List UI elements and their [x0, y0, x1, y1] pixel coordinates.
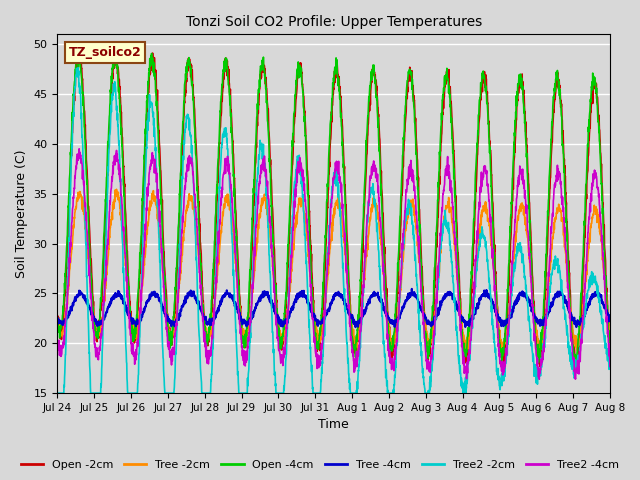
Tree -2cm: [606, 325, 614, 331]
Open -4cm: [208, 297, 216, 302]
Tree -2cm: [350, 334, 358, 340]
Open -4cm: [572, 360, 580, 366]
Line: Tree2 -4cm: Tree2 -4cm: [58, 149, 610, 379]
Open -4cm: [573, 353, 580, 359]
Line: Open -2cm: Open -2cm: [58, 48, 610, 367]
Open -4cm: [606, 348, 614, 354]
Open -2cm: [495, 316, 502, 322]
Tree -4cm: [207, 321, 215, 326]
Open -2cm: [350, 350, 358, 356]
Open -4cm: [557, 111, 565, 117]
Tree -2cm: [54, 315, 61, 321]
Tree2 -4cm: [557, 195, 565, 201]
Tree2 -4cm: [208, 339, 216, 345]
Open -4cm: [350, 346, 358, 352]
Line: Tree -4cm: Tree -4cm: [58, 289, 610, 327]
Tree2 -4cm: [350, 359, 358, 364]
Tree -4cm: [349, 316, 357, 322]
Tree2 -2cm: [74, 65, 82, 71]
Tree -4cm: [557, 292, 565, 298]
Open -4cm: [54, 315, 61, 321]
Open -2cm: [208, 305, 216, 311]
Tree2 -4cm: [606, 364, 614, 370]
Tree2 -2cm: [557, 288, 565, 294]
Open -4cm: [362, 151, 369, 157]
Open -2cm: [362, 175, 369, 180]
Line: Tree -2cm: Tree -2cm: [58, 189, 610, 352]
Open -2cm: [536, 364, 544, 370]
Tree -4cm: [362, 305, 369, 311]
Title: Tonzi Soil CO2 Profile: Upper Temperatures: Tonzi Soil CO2 Profile: Upper Temperatur…: [186, 15, 482, 29]
Tree2 -2cm: [350, 390, 358, 396]
Tree -2cm: [362, 260, 369, 266]
Tree -4cm: [408, 286, 415, 292]
Text: TZ_soilco2: TZ_soilco2: [68, 46, 141, 59]
Tree -4cm: [573, 321, 580, 326]
Tree -2cm: [113, 186, 120, 192]
Tree -2cm: [536, 349, 544, 355]
Tree2 -2cm: [362, 242, 369, 248]
Tree2 -2cm: [606, 356, 614, 361]
Tree -4cm: [495, 316, 502, 322]
Line: Open -4cm: Open -4cm: [58, 51, 610, 363]
Tree -2cm: [557, 218, 565, 224]
Tree -2cm: [573, 346, 580, 352]
Tree2 -2cm: [54, 390, 61, 396]
Tree2 -4cm: [495, 344, 502, 349]
Y-axis label: Soil Temperature (C): Soil Temperature (C): [15, 149, 28, 278]
Tree2 -2cm: [573, 360, 580, 365]
Tree -4cm: [606, 313, 614, 319]
Line: Tree2 -2cm: Tree2 -2cm: [58, 68, 610, 393]
Open -2cm: [557, 101, 565, 107]
Open -2cm: [606, 344, 614, 349]
Open -2cm: [76, 46, 83, 51]
Tree -4cm: [351, 324, 359, 330]
Tree2 -4cm: [54, 339, 61, 345]
Open -4cm: [495, 335, 502, 341]
Tree2 -4cm: [536, 376, 543, 382]
Tree -4cm: [54, 318, 61, 324]
Tree2 -2cm: [208, 372, 216, 377]
X-axis label: Time: Time: [318, 419, 349, 432]
Open -4cm: [111, 48, 118, 54]
Tree2 -2cm: [495, 377, 502, 383]
Tree -2cm: [208, 328, 216, 334]
Tree -2cm: [495, 324, 502, 329]
Open -2cm: [573, 361, 580, 367]
Legend: Open -2cm, Tree -2cm, Open -4cm, Tree -4cm, Tree2 -2cm, Tree2 -4cm: Open -2cm, Tree -2cm, Open -4cm, Tree -4…: [16, 456, 624, 474]
Tree2 -4cm: [76, 146, 83, 152]
Tree2 -4cm: [573, 370, 580, 375]
Open -2cm: [54, 312, 61, 318]
Tree2 -4cm: [362, 243, 369, 249]
